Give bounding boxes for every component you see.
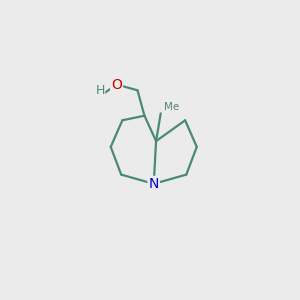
Text: Me: Me xyxy=(164,101,179,112)
Text: N: N xyxy=(148,177,159,191)
Text: O: O xyxy=(111,77,122,92)
Text: H: H xyxy=(96,84,105,97)
